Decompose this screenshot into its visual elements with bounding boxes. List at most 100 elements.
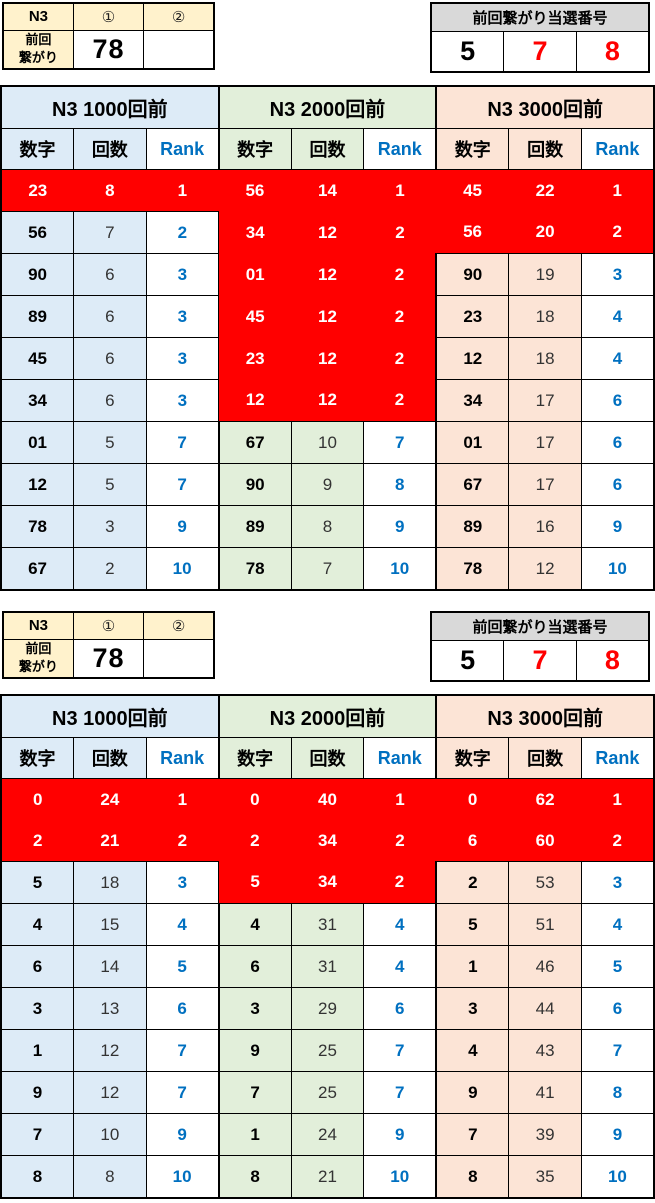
- rank-cell: 1: [581, 778, 654, 820]
- digit-cell: 8: [217, 1155, 292, 1199]
- rank-cell: 7: [580, 1029, 655, 1072]
- winning-number-table: 前回繋がり当選番号 5 7 8: [430, 611, 650, 682]
- rank-cell: 10: [363, 1155, 437, 1199]
- digit-cell: 3: [435, 987, 510, 1030]
- digit-cell: 5: [0, 861, 75, 904]
- count-cell: 44: [508, 987, 582, 1030]
- digit-cell: 45: [218, 295, 292, 338]
- digit-cell: 01: [218, 253, 292, 296]
- digit-cell: 5: [435, 903, 510, 946]
- count-cell: 24: [290, 1113, 365, 1156]
- rank-cell: 5: [580, 945, 655, 988]
- digit-cell: 56: [436, 211, 509, 254]
- rank-cell: 9: [363, 1113, 437, 1156]
- group-title: N3 3000回前: [435, 85, 655, 129]
- count-column-header: 回数: [290, 128, 365, 170]
- count-cell: 6: [73, 253, 147, 296]
- rank-cell: 10: [580, 1155, 655, 1199]
- count-cell: 14: [73, 945, 147, 988]
- count-cell: 17: [508, 463, 582, 506]
- count-cell: 8: [73, 1155, 147, 1199]
- rank-cell: 3: [145, 379, 220, 422]
- winning-number: 7: [503, 640, 577, 682]
- column-header-row: 数字 回数 Rank 数字 回数 Rank 数字 回数 Rank: [0, 128, 655, 170]
- stats-row: 6 14 5 6 31 4 1 46 5: [0, 945, 655, 988]
- digit-cell: 67: [435, 463, 510, 506]
- stats-row: 2 21 2 2 34 2 6 60 2: [1, 820, 654, 862]
- group-title: N3 1000回前: [0, 694, 220, 738]
- winning-number: 5: [430, 31, 505, 73]
- count-cell: 24: [73, 778, 147, 820]
- prev-link-label-line2: 繋がり: [18, 659, 58, 675]
- digit-cell: 12: [435, 337, 510, 380]
- count-cell: 31: [290, 903, 365, 946]
- count-cell: 12: [73, 1071, 147, 1114]
- rank-cell: 1: [363, 169, 437, 212]
- count-cell: 14: [291, 169, 364, 212]
- stats-row: 56 7 2 34 12 2 56 20 2: [0, 211, 654, 254]
- rank-cell: 9: [363, 505, 437, 548]
- rank-column-header: Rank: [363, 737, 437, 779]
- count-cell: 7: [73, 211, 147, 254]
- rank-cell: 9: [580, 1113, 655, 1156]
- count-cell: 39: [508, 1113, 582, 1156]
- rank-cell: 2: [581, 820, 654, 862]
- count-cell: 34: [291, 820, 364, 862]
- rank-column-header: Rank: [363, 128, 437, 170]
- digit-cell: 5: [218, 861, 292, 904]
- winning-table-title: 前回繋がり当選番号: [430, 611, 650, 641]
- digit-cell: 90: [435, 253, 510, 296]
- top-row: N3 ① ② 前回 繋がり 78 前回繋がり当選番号 5 7 8: [0, 0, 655, 73]
- count-cell: 18: [508, 337, 582, 380]
- digit-column-header: 数字: [0, 128, 75, 170]
- count-cell: 29: [290, 987, 365, 1030]
- rank-cell: 9: [145, 505, 220, 548]
- rank-cell: 3: [580, 253, 655, 296]
- count-cell: 9: [290, 463, 365, 506]
- count-cell: 3: [73, 505, 147, 548]
- digit-cell: 12: [0, 463, 75, 506]
- count-column-header: 回数: [508, 128, 582, 170]
- count-cell: 46: [508, 945, 582, 988]
- count-cell: 10: [73, 1113, 147, 1156]
- rank-cell: 7: [363, 1071, 437, 1114]
- group-title: N3 2000回前: [217, 694, 437, 738]
- stats-table-singles: N3 1000回前 N3 2000回前 N3 3000回前 数字 回数 Rank 数字 回数 R…: [0, 694, 655, 1199]
- count-cell: 53: [508, 861, 582, 904]
- rank-cell: 3: [145, 337, 220, 380]
- count-cell: 43: [508, 1029, 582, 1072]
- rank-cell: 7: [363, 421, 437, 464]
- count-cell: 6: [73, 337, 147, 380]
- rank-cell: 3: [145, 861, 220, 904]
- digit-cell: 45: [0, 337, 75, 380]
- count-cell: 19: [508, 253, 582, 296]
- digit-cell: 78: [0, 505, 75, 548]
- group-title-row: N3 1000回前 N3 2000回前 N3 3000回前: [0, 694, 655, 738]
- count-cell: 5: [73, 421, 147, 464]
- count-cell: 62: [508, 778, 582, 820]
- digit-cell: 56: [0, 211, 75, 254]
- rank-cell: 1: [146, 778, 219, 820]
- count-cell: 34: [291, 861, 364, 904]
- analysis-section-pairs: N3 ① ② 前回 繋がり 78 前回繋がり当選番号 5 7 8 N3 1000…: [0, 0, 655, 591]
- rank-column-header: Rank: [145, 737, 220, 779]
- top-row: N3 ① ② 前回 繋がり 78 前回繋がり当選番号 5 7 8: [0, 609, 655, 682]
- rank-cell: 8: [580, 1071, 655, 1114]
- digit-cell: 9: [217, 1029, 292, 1072]
- stats-row: 3 13 6 3 29 6 3 44 6: [0, 987, 655, 1030]
- count-column-header: 回数: [73, 737, 147, 779]
- count-cell: 25: [290, 1029, 365, 1072]
- rank-cell: 2: [581, 211, 654, 254]
- count-cell: 10: [290, 421, 365, 464]
- count-cell: 12: [73, 1029, 147, 1072]
- circled-one-header: ①: [72, 2, 145, 31]
- digit-cell: 56: [218, 169, 292, 212]
- count-cell: 15: [73, 903, 147, 946]
- winning-number: 8: [575, 31, 650, 73]
- info-table: N3 ① ② 前回 繋がり 78: [2, 611, 215, 680]
- count-cell: 17: [508, 421, 582, 464]
- digit-column-header: 数字: [217, 128, 292, 170]
- digit-cell: 4: [435, 1029, 510, 1072]
- rank-column-header: Rank: [580, 128, 655, 170]
- digit-cell: 6: [217, 945, 292, 988]
